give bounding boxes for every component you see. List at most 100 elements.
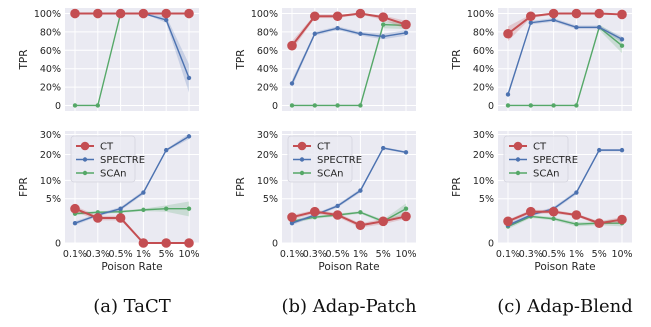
spectre-line bbox=[291, 147, 407, 224]
x-axis-label: Poison Rate bbox=[101, 261, 162, 273]
spectre-point bbox=[335, 26, 340, 31]
y-tick-label: 20% bbox=[257, 83, 278, 94]
y-tick-label: 5% bbox=[479, 194, 494, 205]
spectre-point bbox=[505, 92, 511, 97]
ct-point bbox=[503, 28, 513, 39]
legend-swatch-marker bbox=[513, 141, 523, 151]
ct-point bbox=[115, 8, 126, 19]
x-tick-label: 0.5% bbox=[542, 249, 566, 260]
legend: CT SPECTRE SCAn bbox=[70, 135, 145, 183]
ct-point bbox=[571, 8, 582, 19]
y-tick-label: 10% bbox=[40, 176, 61, 187]
legend-label: SCAn bbox=[100, 169, 127, 180]
legend: CT SPECTRE SCAn bbox=[287, 135, 362, 183]
spectre-point bbox=[403, 150, 409, 155]
x-tick-label: 10% bbox=[395, 249, 416, 260]
spectre-point bbox=[358, 31, 363, 36]
scan-point bbox=[72, 103, 78, 108]
scan-point bbox=[358, 210, 363, 215]
x-tick-label: 10% bbox=[611, 249, 632, 260]
ct-point bbox=[355, 220, 366, 231]
ct-point bbox=[138, 238, 149, 248]
y-tick-label: 0 bbox=[488, 101, 494, 112]
y-tick-label: 10% bbox=[473, 176, 494, 187]
scan-point bbox=[505, 103, 511, 108]
scan-point bbox=[186, 206, 192, 211]
y-tick-label: 80% bbox=[473, 27, 494, 38]
legend-swatch-marker bbox=[299, 170, 305, 176]
x-tick-label: 0.1% bbox=[280, 249, 304, 260]
spectre-point bbox=[358, 188, 363, 193]
scan-point bbox=[358, 103, 363, 108]
y-tick-label: 40% bbox=[473, 64, 494, 75]
legend-label: CT bbox=[533, 142, 547, 153]
ct-point bbox=[161, 238, 171, 248]
spectre-point bbox=[381, 145, 386, 151]
y-axis-label: FPR bbox=[235, 177, 247, 197]
y-tick-label: 60% bbox=[257, 46, 278, 57]
scan-line bbox=[292, 23, 407, 107]
ct-point bbox=[115, 213, 126, 223]
legend-label: SPECTRE bbox=[100, 155, 145, 166]
panel-tpr-2: 0 20% 40% 60% 80% 100% TPR bbox=[235, 8, 416, 112]
ct-point bbox=[310, 206, 320, 217]
y-tick-label: 20% bbox=[257, 150, 278, 161]
x-tick-label: 0.1% bbox=[63, 249, 87, 260]
ct-point bbox=[161, 8, 171, 19]
y-tick-label: 40% bbox=[40, 64, 61, 75]
y-tick-label: 20% bbox=[40, 83, 61, 94]
scan-point bbox=[574, 103, 579, 108]
ct-point bbox=[503, 216, 513, 227]
y-tick-label: 20% bbox=[473, 83, 494, 94]
ct-point bbox=[70, 8, 80, 19]
y-tick-label: 5% bbox=[263, 194, 278, 205]
y-tick-label: 80% bbox=[257, 27, 278, 38]
spectre-point bbox=[597, 147, 602, 153]
scan-point bbox=[141, 207, 146, 213]
scan-point bbox=[289, 103, 295, 108]
plot-area bbox=[65, 8, 199, 111]
ct-point bbox=[548, 206, 559, 217]
scan-point bbox=[551, 103, 556, 108]
spectre-line bbox=[291, 27, 407, 84]
y-tick-label: 0 bbox=[272, 101, 278, 112]
x-tick-label: 1% bbox=[569, 249, 584, 260]
y-axis-label: TPR bbox=[235, 49, 247, 70]
scan-point bbox=[312, 103, 317, 108]
x-tick-label: 5% bbox=[592, 249, 607, 260]
subfigure-caption: (c) Adap-Blend bbox=[497, 296, 632, 317]
ct-point bbox=[310, 11, 320, 22]
spectre-band bbox=[292, 26, 406, 88]
panel-tpr-1: 0 20% 40% 60% 80% 100% TPR bbox=[18, 8, 199, 112]
y-tick-label: 20% bbox=[40, 150, 61, 161]
ct-point bbox=[332, 210, 343, 220]
panel-fpr-1: 0 5% 10% 20% 30% 0.1%0.3%0.5% 1% 5% 10% FPR Poison… bbox=[18, 130, 200, 273]
scan-point bbox=[619, 43, 625, 48]
y-axis-label: TPR bbox=[451, 49, 463, 70]
x-tick-label: 0.3% bbox=[303, 249, 327, 260]
legend-swatch-marker bbox=[515, 157, 521, 162]
y-tick-label: 10% bbox=[257, 176, 278, 187]
y-tick-label: 5% bbox=[46, 194, 61, 205]
ct-point bbox=[184, 8, 194, 19]
legend-label: SCAn bbox=[533, 169, 560, 180]
y-tick-label: 80% bbox=[40, 27, 61, 38]
ct-point bbox=[571, 210, 582, 220]
legend: CT SPECTRE SCAn bbox=[503, 135, 578, 183]
spectre-point bbox=[141, 190, 146, 195]
spectre-point bbox=[381, 34, 386, 39]
legend-label: CT bbox=[100, 142, 114, 153]
legend-swatch-marker bbox=[82, 157, 88, 162]
y-axis-label: FPR bbox=[451, 177, 463, 197]
y-tick-label: 0 bbox=[55, 101, 61, 112]
x-tick-label: 5% bbox=[159, 249, 174, 260]
scan-point bbox=[574, 222, 579, 227]
y-tick-label: 0 bbox=[272, 239, 278, 250]
ct-point bbox=[401, 211, 411, 222]
x-tick-label: 0.5% bbox=[326, 249, 350, 260]
ct-point bbox=[184, 238, 194, 248]
ct-point bbox=[401, 19, 411, 30]
spectre-point bbox=[164, 17, 169, 23]
panel-tpr-3: 0 20% 40% 60% 80% 100% TPR bbox=[451, 8, 632, 112]
x-tick-label: 1% bbox=[353, 249, 368, 260]
